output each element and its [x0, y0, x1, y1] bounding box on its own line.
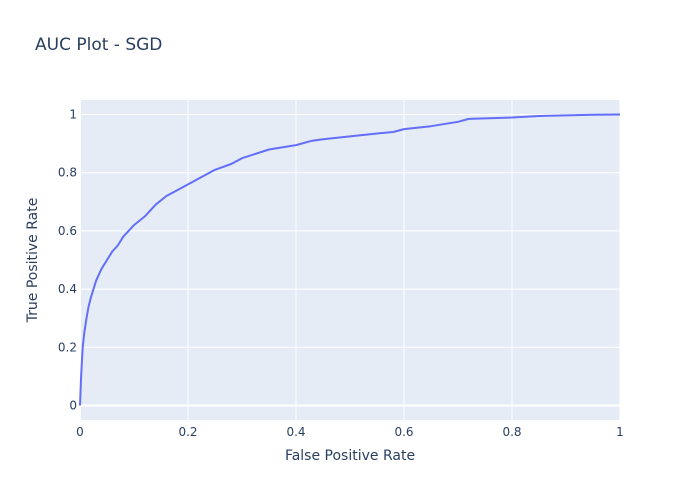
x-tick-label: 1 [616, 425, 624, 439]
roc-curve-line [79, 113, 621, 406]
x-tick-label: 0.4 [286, 425, 305, 439]
y-tick-label: 0.2 [58, 340, 77, 354]
plot-area [80, 100, 620, 420]
y-tick-label: 0.8 [58, 166, 77, 180]
y-tick-label: 1 [69, 108, 77, 122]
grid-lines [79, 100, 621, 420]
x-tick-label: 0.8 [502, 425, 521, 439]
x-tick-label: 0.6 [394, 425, 413, 439]
x-axis-ticks: 0 0.2 0.4 0.6 0.8 1 [76, 425, 624, 439]
y-tick-label: 0.6 [58, 224, 77, 238]
y-tick-label: 0.4 [58, 282, 77, 296]
x-tick-label: 0.2 [178, 425, 197, 439]
y-axis-title: True Positive Rate [25, 198, 41, 324]
y-axis-ticks: 0 0.2 0.4 0.6 0.8 1 [58, 108, 77, 413]
x-axis-title: False Positive Rate [285, 448, 415, 464]
chart-title: AUC Plot - SGD [35, 35, 162, 55]
x-tick-label: 0 [76, 425, 84, 439]
y-tick-label: 0 [69, 398, 77, 412]
series-layer [79, 113, 621, 406]
